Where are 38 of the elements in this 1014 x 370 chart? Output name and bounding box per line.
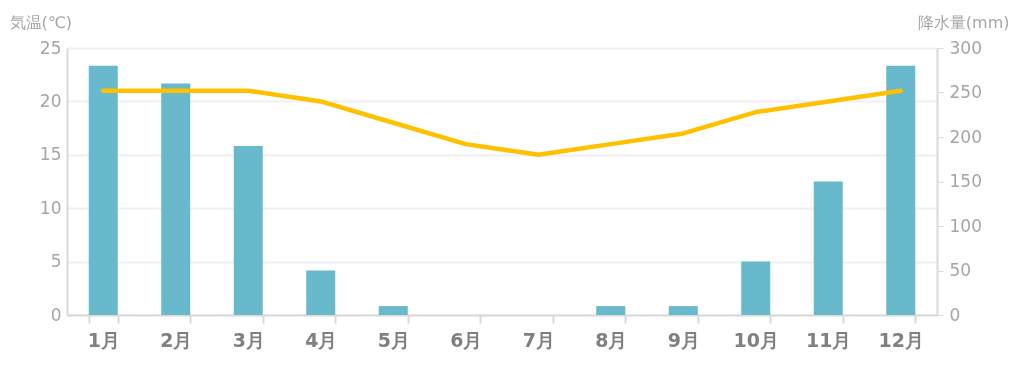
y-tick-label: 5 [50,251,62,272]
bar [668,306,698,315]
bar [741,261,771,315]
x-tick-label: 2月 [160,328,193,351]
y-tick-label: 25 [39,37,62,58]
y2-axis-title: 降水量(mm) [917,12,1010,32]
y2-tick-label: 250 [949,82,982,102]
y2-tick-label: 150 [949,171,982,191]
bar [596,306,626,315]
bar [306,270,336,315]
x-tick-label: 1月 [87,328,120,351]
y2-tick-label: 50 [949,260,972,280]
x-tick-label: 5月 [377,328,410,351]
y2-tick-label: 300 [949,37,982,58]
y-tick-label: 20 [39,90,62,111]
y-tick-label: 10 [39,197,62,218]
x-tick-label: 7月 [522,328,555,351]
y-tick-label: 15 [39,144,62,165]
y2-tick-label: 200 [949,126,982,147]
y-tick-label: 0 [50,304,62,325]
x-tick-label: 4月 [305,328,338,351]
bar [886,65,916,315]
line-series [101,88,903,158]
x-tick-label: 10月 [733,328,779,351]
y2-tick-label: 0 [949,304,961,325]
y2-tick-label: 100 [949,215,982,236]
bar [378,306,408,315]
bar [233,145,263,315]
bar [161,83,191,315]
bar [88,65,118,315]
x-tick-label: 8月 [595,328,628,351]
x-tick-label: 6月 [450,328,483,351]
x-tick-label: 9月 [667,328,700,351]
x-tick-label: 12月 [878,328,924,351]
x-tick-label: 11月 [806,328,852,351]
x-tick-label: 3月 [232,328,265,351]
y-axis-title: 気温(℃) [9,12,72,32]
bar [813,181,843,315]
